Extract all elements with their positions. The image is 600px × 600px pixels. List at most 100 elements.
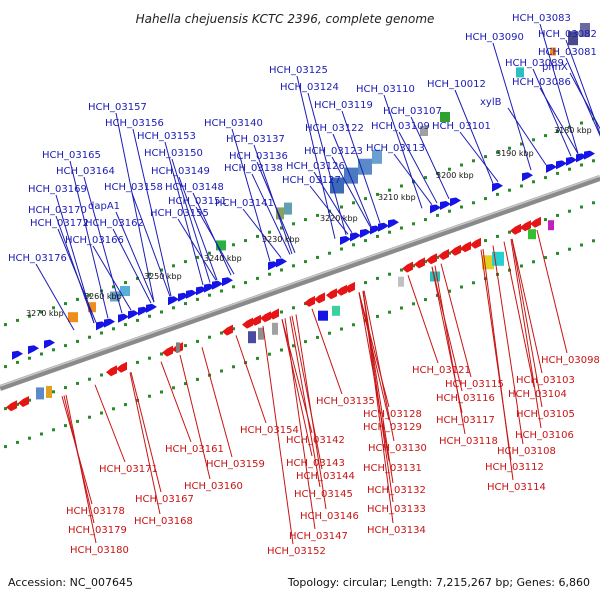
kbp-tick-label: 3200 kbp xyxy=(436,171,474,180)
tick-dot xyxy=(40,432,43,436)
leader-line-forward xyxy=(132,128,172,297)
tick-dot xyxy=(100,411,103,415)
feature-box xyxy=(420,126,428,136)
gene-label-reverse: HCH_03152 xyxy=(267,546,326,557)
tick-dot xyxy=(328,251,331,255)
gene-label-forward: HCH_03110 xyxy=(356,84,415,95)
gene-label-forward: HCH_03172 xyxy=(30,218,89,229)
tick-dot xyxy=(148,314,151,318)
tick-dot xyxy=(496,234,499,238)
feature-box xyxy=(46,385,52,398)
tick-dot xyxy=(544,134,547,138)
leader-line-reverse xyxy=(407,275,439,364)
tick-dot xyxy=(376,276,379,280)
tick-dot xyxy=(184,382,187,386)
leader-line-forward xyxy=(131,192,171,297)
tick-dot xyxy=(100,373,103,377)
leader-line-reverse xyxy=(291,315,323,470)
leader-line-forward xyxy=(459,131,499,183)
forward-gene-arrow xyxy=(12,350,23,360)
gene-label-forward: HCH_03140 xyxy=(204,118,263,129)
leader-line-reverse xyxy=(511,238,543,374)
gene-label-forward: HCH_03083 xyxy=(512,13,571,24)
gene-label-forward: HCH_03126 xyxy=(286,161,345,172)
forward-gene-arrow xyxy=(104,318,115,328)
forward-gene-arrow xyxy=(440,201,451,210)
tick-dot xyxy=(364,197,367,201)
map-title: Hahella chejuensis KCTC 2396, complete g… xyxy=(136,12,435,26)
tick-dot xyxy=(280,226,283,230)
leader-line-reverse xyxy=(281,319,313,457)
reverse-gene-arrow xyxy=(314,292,325,304)
tick-dot xyxy=(400,226,403,230)
tick-dot xyxy=(448,209,451,213)
tick-dot xyxy=(256,356,259,360)
forward-gene-arrow xyxy=(360,229,371,238)
tick-dot xyxy=(76,419,79,423)
tick-dot xyxy=(244,281,247,285)
forward-gene-arrow xyxy=(28,345,39,355)
reverse-gene-arrow xyxy=(530,216,541,228)
gene-label-reverse: HCH_03134 xyxy=(367,525,426,536)
tick-dot xyxy=(400,184,403,188)
feature-box xyxy=(548,220,554,231)
gene-label-forward: HCH_03158 xyxy=(104,182,163,193)
gene-label-reverse: HCH_03133 xyxy=(367,504,426,515)
forward-gene-arrow xyxy=(128,310,139,320)
gene-label-forward: HCH_03107 xyxy=(383,106,442,117)
tick-dot xyxy=(220,331,223,335)
leader-line-forward xyxy=(454,89,494,184)
tick-dot xyxy=(184,260,187,264)
tick-dot xyxy=(352,323,355,327)
kbp-tick-label: 3240 kbp xyxy=(204,254,242,263)
tick-dot xyxy=(292,344,295,348)
tick-dot xyxy=(340,327,343,331)
feature-box xyxy=(528,229,536,240)
leader-line-forward xyxy=(539,87,579,154)
tick-dot xyxy=(172,386,175,390)
reverse-gene-arrow xyxy=(250,314,261,326)
leader-line-forward xyxy=(565,39,600,136)
tick-dot xyxy=(88,293,91,297)
leader-line-reverse xyxy=(358,292,390,421)
gene-label-forward: HCH_03109 xyxy=(371,121,430,132)
reverse-gene-arrow xyxy=(414,257,425,269)
gene-label-reverse: HCH_03160 xyxy=(184,481,243,492)
gene-label-forward: HCH_03153 xyxy=(137,131,196,142)
tick-dot xyxy=(592,159,595,163)
tick-dot xyxy=(508,230,511,234)
tick-dot xyxy=(4,407,7,411)
tick-dot xyxy=(4,365,7,369)
reverse-gene-arrow xyxy=(510,223,521,235)
kbp-tick-label: 3210 kbp xyxy=(378,193,416,202)
tick-dot xyxy=(64,386,67,390)
reverse-gene-arrow xyxy=(222,324,233,336)
leader-line-forward xyxy=(492,42,532,171)
gene-label-forward: HCH_03141 xyxy=(215,198,274,209)
leader-line-reverse xyxy=(511,238,543,408)
tick-dot xyxy=(484,197,487,201)
tick-dot xyxy=(544,176,547,180)
tick-dot xyxy=(232,365,235,369)
reverse-gene-arrow xyxy=(268,308,279,320)
tick-dot xyxy=(220,369,223,373)
gene-label-forward: HCH_03136 xyxy=(229,151,288,162)
kbp-tick-label: 3260 kbp xyxy=(84,292,122,301)
leader-line-forward xyxy=(398,131,438,204)
gene-label-forward: dapA1 xyxy=(88,201,120,212)
feature-box xyxy=(176,342,180,353)
tick-dot xyxy=(196,297,199,301)
kbp-tick-label: 3190 kbp xyxy=(496,149,534,158)
gene-label-forward: HCH_03124 xyxy=(280,82,339,93)
feature-box xyxy=(110,291,120,302)
leader-line-reverse xyxy=(262,325,294,545)
leader-line-reverse xyxy=(160,361,192,443)
tick-dot xyxy=(208,251,211,255)
tick-dot xyxy=(40,352,43,356)
tick-dot xyxy=(148,356,151,360)
reverse-gene-arrow xyxy=(260,311,271,323)
forward-gene-arrow xyxy=(522,172,533,182)
tick-dot xyxy=(544,218,547,222)
gene-label-reverse: HCH_03128 xyxy=(363,409,422,420)
tick-dot xyxy=(88,415,91,419)
